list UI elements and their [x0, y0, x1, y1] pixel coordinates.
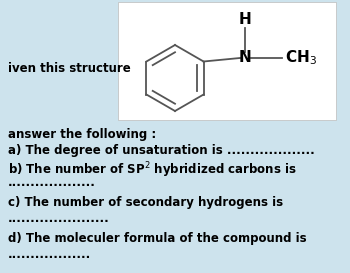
Text: d) The moleculer formula of the compound is: d) The moleculer formula of the compound…: [8, 232, 307, 245]
Text: a) The degree of unsaturation is ...................: a) The degree of unsaturation is .......…: [8, 144, 315, 157]
Text: ..................: ..................: [8, 248, 91, 261]
Text: N: N: [239, 51, 251, 66]
Text: ......................: ......................: [8, 212, 110, 225]
Text: ...................: ...................: [8, 176, 96, 189]
Text: answer the following :: answer the following :: [8, 128, 156, 141]
Text: c) The number of secondary hydrogens is: c) The number of secondary hydrogens is: [8, 196, 283, 209]
Bar: [118, 2, 336, 120]
Text: b) The number of SP$^2$ hybridized carbons is: b) The number of SP$^2$ hybridized carbo…: [8, 160, 297, 180]
Text: iven this structure: iven this structure: [8, 61, 131, 75]
Text: H: H: [239, 13, 251, 28]
Text: CH$_3$: CH$_3$: [285, 49, 317, 67]
